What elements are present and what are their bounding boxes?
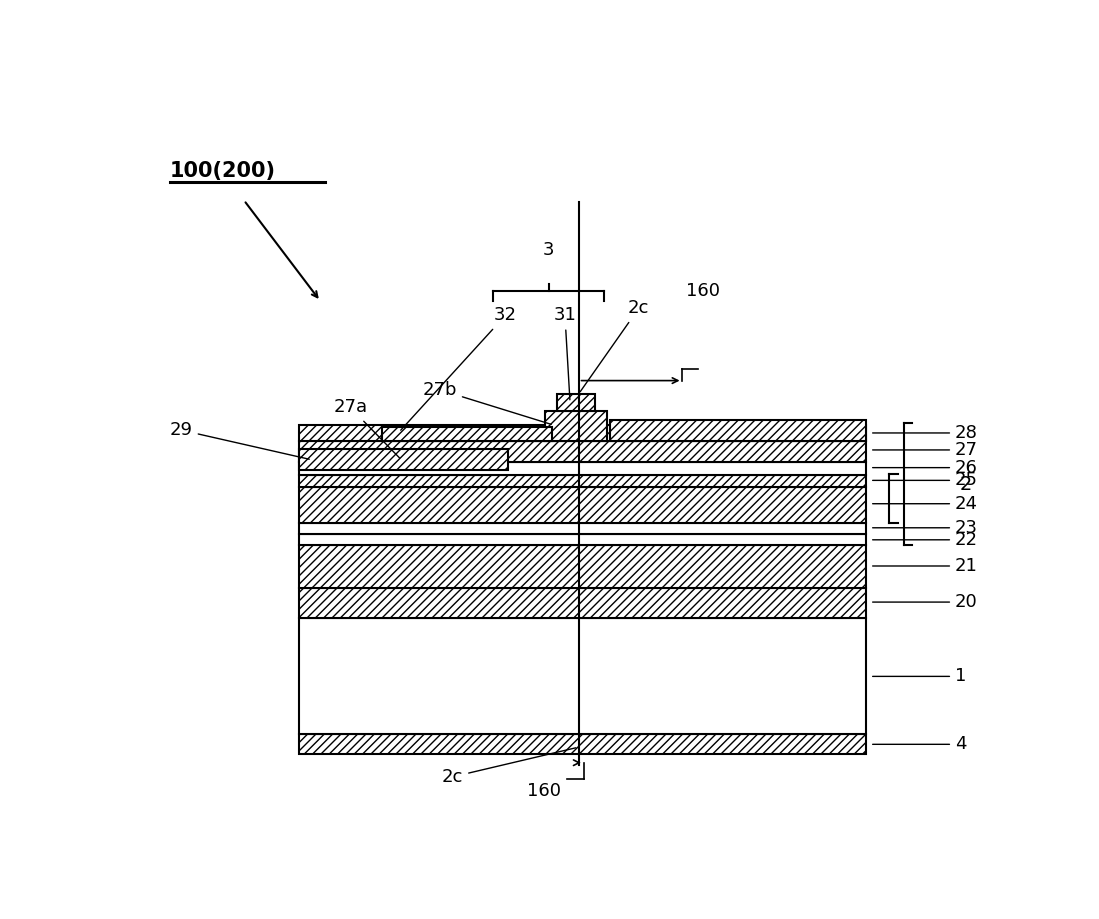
Text: 2c: 2c (442, 748, 576, 786)
Text: 26: 26 (873, 459, 978, 477)
Bar (299, 523, 866, 534)
Bar (299, 734, 866, 754)
Bar (381, 426, 552, 441)
Bar (299, 462, 866, 475)
Text: 29: 29 (169, 421, 309, 460)
Text: 160: 160 (528, 782, 562, 800)
Text: 160: 160 (686, 282, 720, 300)
Bar (299, 588, 866, 618)
Text: 25: 25 (873, 471, 978, 490)
Text: 4: 4 (873, 735, 966, 754)
Bar (299, 425, 866, 441)
Text: 32: 32 (401, 307, 517, 430)
Text: 100(200): 100(200) (169, 161, 276, 181)
Text: 1: 1 (873, 667, 966, 686)
Text: 3: 3 (543, 241, 555, 259)
Bar (299, 449, 508, 471)
Text: 21: 21 (873, 557, 978, 575)
Bar (299, 546, 866, 588)
Text: 2c: 2c (580, 300, 650, 391)
Text: 20: 20 (873, 593, 978, 611)
Text: 27: 27 (873, 441, 978, 459)
Text: 27a: 27a (333, 399, 399, 458)
Bar (610, 419, 866, 441)
Text: 31: 31 (554, 307, 576, 400)
Bar (299, 534, 866, 546)
Bar (545, 411, 607, 441)
Text: 23: 23 (873, 519, 978, 537)
Text: 2: 2 (959, 475, 972, 494)
Text: 28: 28 (873, 424, 978, 442)
Text: 24: 24 (873, 494, 978, 513)
Bar (299, 441, 866, 462)
Bar (557, 394, 595, 411)
Bar (299, 475, 866, 487)
Text: 22: 22 (873, 531, 978, 549)
Text: 27b: 27b (422, 380, 552, 425)
Bar (299, 618, 866, 734)
Bar (299, 487, 866, 523)
